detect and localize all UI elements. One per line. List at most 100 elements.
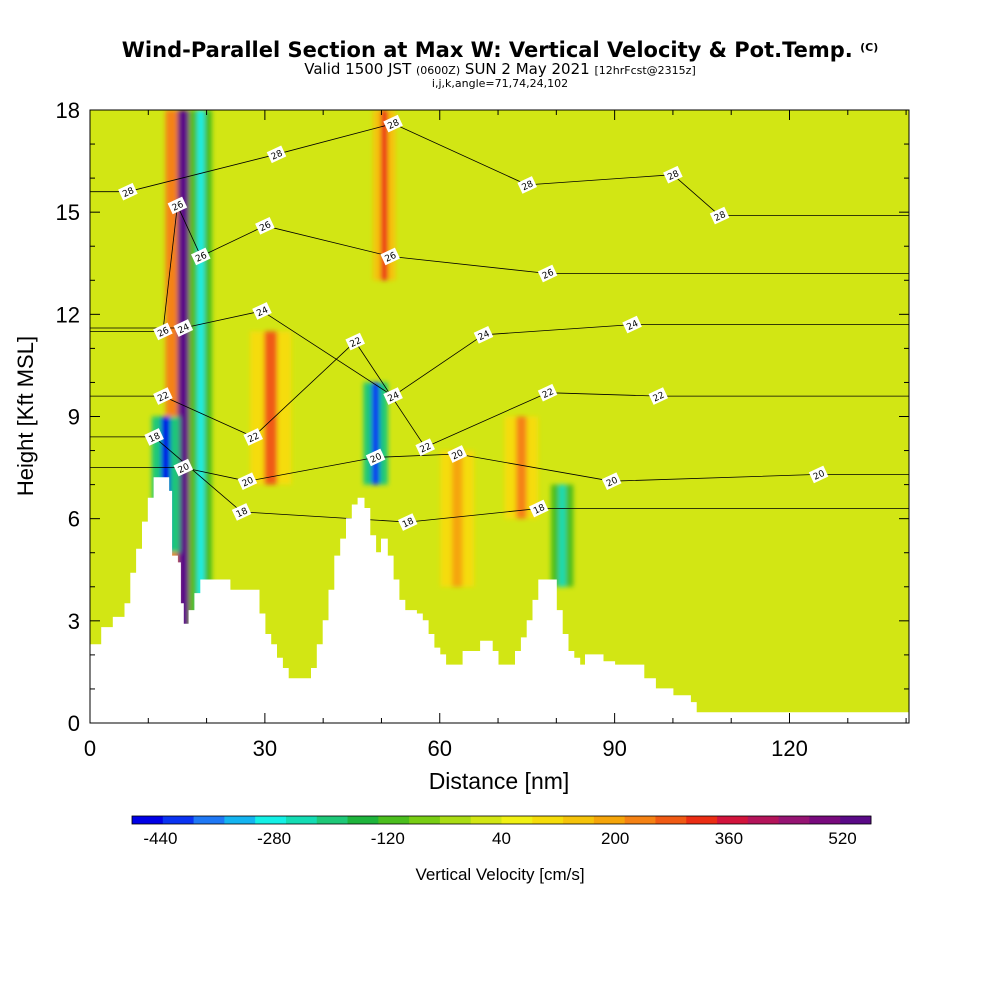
colorbar-tick-label: -120 [371,829,405,848]
theta-label: 20 [601,472,622,491]
theta-label: 26 [537,264,558,283]
chart-subtitle: Valid 1500 JST (0600Z) SUN 2 May 2021 [1… [0,62,1000,78]
theta-label-text: 18 [401,516,416,530]
theta-label-text: 22 [349,336,364,350]
updraft-core [451,450,463,587]
theta-label-text: 24 [477,329,492,343]
theta-label-bg [397,513,418,531]
theta-label-text: 26 [541,268,556,282]
x-axis-label: Distance [nm] [429,768,570,794]
theta-label: 24 [473,325,494,344]
colorbar-bin [717,816,749,824]
theta-label: 22 [243,428,263,446]
colorbar-tick-label: 360 [715,829,743,848]
theta-label-bg [709,206,730,225]
theta-label-bg [622,315,642,334]
theta-label-bg [383,387,403,405]
colorbar-bin [316,816,348,824]
theta-label-text: 26 [384,251,399,265]
copyright-mark: (C) [860,41,879,54]
colorbar-bin [655,816,687,824]
title-block: Wind-Parallel Section at Max W: Vertical… [0,36,1000,90]
theta-label: 22 [648,387,669,405]
colorbar: -440 -280 -120 40 200 360 520 [131,815,872,848]
theta-label-bg [167,196,188,215]
colorbar-label: Vertical Velocity [cm/s] [415,865,584,884]
updraft-core [516,416,527,519]
theta-label-text: 18 [147,431,162,445]
colorbar-bin [840,816,872,824]
downdraft-core [197,110,205,723]
theta-label: 18 [397,513,418,531]
colorbar-frame [131,815,872,825]
colorbar-bin [624,816,656,824]
colorbar-bin [747,816,780,824]
theta-label: 28 [517,176,537,194]
theta-label-bg [231,503,252,521]
y-axis-label: Height [Kft MSL] [13,336,38,496]
theta-label-bg [473,325,494,344]
plot-area [90,110,909,723]
theta-label-text: 26 [171,200,186,214]
theta-contour-labels: 28 28 28 28 28 28 26 26 26 26 26 26 24 24 24 24 24 22 22 22… [118,114,829,531]
theta-contour-20 [90,453,909,482]
colorbar-bin [532,816,564,824]
theta-label: 26 [380,247,400,266]
theta-label-bg [243,428,263,446]
theta-label-text: 24 [386,390,401,404]
theta-label-text: 28 [270,149,285,163]
theta-label: 20 [447,445,467,463]
colorbar-bin [285,816,318,824]
colorbar-tick-label: -440 [143,829,177,848]
y-axis: 0 3 6 9 12 15 18 [56,98,909,736]
y-tick-label: 0 [68,711,80,736]
theta-label-text: 22 [247,431,262,445]
theta-label-bg [173,319,194,337]
y-tick-label: 6 [68,507,80,532]
theta-label: 24 [252,302,272,320]
theta-label-bg [601,472,622,491]
colorbar-tick-label: -280 [257,829,291,848]
theta-label: 22 [345,332,365,351]
theta-label: 26 [255,216,275,235]
theta-label: 18 [144,428,164,446]
y-tick-label: 9 [68,405,80,430]
theta-label-text: 20 [241,475,256,489]
theta-label-text: 26 [156,326,171,340]
theta-label-bg [191,247,211,266]
theta-label-text: 18 [235,506,250,520]
theta-label: 18 [529,499,549,518]
colorbar-bin [409,816,441,824]
theta-label-bg [529,499,549,518]
theta-label-bg [537,383,558,402]
colorbar-bin [778,816,810,824]
theta-label-text: 20 [605,475,620,489]
colorbar-bin [347,816,379,824]
theta-label-bg [517,176,537,194]
colorbar-bin [563,816,595,824]
theta-label-text: 20 [451,448,466,462]
theta-label: 28 [663,165,683,184]
theta-label: 24 [173,319,194,337]
theta-label-bg [252,302,272,320]
theta-label: 24 [622,315,642,334]
terrain [90,477,909,723]
grid-indices: i,j,k,angle=71,74,24,102 [431,77,569,90]
y-tick-label: 3 [68,609,80,634]
colorbar-tick-label: 520 [828,829,856,848]
colorbar-bin [162,816,194,824]
theta-label-text: 20 [369,452,384,466]
y-tick-label: 18 [56,98,80,123]
theta-label: 24 [383,387,403,405]
x-tick-label: 60 [428,736,452,761]
theta-label-text: 22 [541,387,556,401]
downdraft-core [371,382,380,485]
theta-label-text: 28 [521,179,536,193]
colorbar-bin [501,816,533,824]
theta-label-text: 28 [386,118,401,132]
theta-label-text: 22 [652,391,667,405]
theta-label: 22 [153,387,173,405]
theta-label-bg [345,332,365,351]
theta-label-text: 24 [255,305,270,319]
